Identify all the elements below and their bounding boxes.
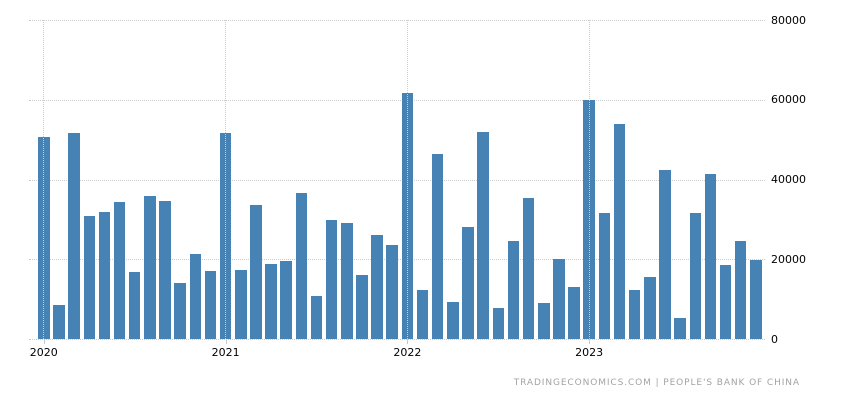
bar-2022-06[interactable]: [477, 132, 489, 339]
bar-2021-06[interactable]: [295, 193, 308, 339]
bar-2021-02[interactable]: [235, 270, 247, 339]
x-tick-2023: [589, 339, 591, 344]
bar-2023-08[interactable]: [689, 213, 701, 339]
bar-2020-07[interactable]: [128, 271, 141, 339]
y-axis-label-40000: 40000: [771, 173, 806, 186]
bar-2023-06[interactable]: [659, 169, 671, 339]
bar-2021-07[interactable]: [310, 296, 323, 339]
bar-2021-04[interactable]: [265, 264, 277, 339]
bar-2020-03[interactable]: [68, 132, 80, 339]
gridline-x-2021: [225, 20, 227, 339]
x-tick-2022: [407, 339, 409, 344]
bar-2023-10[interactable]: [719, 264, 732, 339]
y-axis-label-80000: 80000: [771, 13, 806, 27]
bar-2022-03[interactable]: [431, 153, 444, 339]
source-attribution: TRADINGECONOMICS.COM | PEOPLE'S BANK OF …: [513, 378, 800, 388]
gridline-y-0: [29, 339, 765, 340]
bar-2021-05[interactable]: [280, 261, 292, 339]
bar-2023-02[interactable]: [598, 213, 611, 339]
gridline-x-2023: [588, 20, 590, 339]
bar-2023-11[interactable]: [734, 240, 747, 339]
bar-2020-05[interactable]: [98, 211, 111, 339]
bar-2023-12[interactable]: [750, 260, 762, 339]
bar-2020-10[interactable]: [174, 283, 186, 339]
bar-2021-03[interactable]: [250, 205, 262, 339]
bar-2023-07[interactable]: [674, 317, 686, 339]
bar-2020-02[interactable]: [53, 304, 65, 339]
x-axis-label-2021: 2021: [211, 346, 240, 359]
bar-2022-07[interactable]: [492, 308, 504, 339]
gridline-x-2022: [406, 20, 408, 339]
gridline-y-80000: [29, 20, 765, 21]
bar-2020-09[interactable]: [159, 200, 171, 339]
y-axis-label-20000: 20000: [771, 252, 806, 266]
bar-2020-08[interactable]: [144, 196, 156, 339]
x-axis-label-2020: 2020: [29, 346, 58, 359]
y-axis-label-0: 0: [771, 332, 778, 346]
bar-2023-09[interactable]: [704, 173, 717, 339]
gridline-y-60000: [29, 99, 765, 101]
bar-2020-11[interactable]: [189, 253, 201, 339]
bar-2023-05[interactable]: [644, 276, 656, 339]
bar-2021-12[interactable]: [386, 244, 398, 339]
bar-2020-12[interactable]: [204, 270, 217, 339]
bar-2022-10[interactable]: [538, 302, 550, 339]
gridline-y-40000: [29, 179, 765, 181]
x-tick-2021: [225, 339, 227, 344]
x-tick-2020: [43, 339, 45, 344]
bar-2022-04[interactable]: [447, 301, 459, 339]
y-axis-label-60000: 60000: [771, 93, 806, 107]
x-axis-label-2022: 2022: [393, 346, 422, 359]
bar-2020-04[interactable]: [83, 215, 95, 339]
bar-2022-08[interactable]: [507, 240, 520, 339]
bar-2023-03[interactable]: [613, 124, 626, 339]
bar-2021-10[interactable]: [356, 275, 368, 339]
bar-2022-12[interactable]: [568, 286, 580, 339]
bar-2021-09[interactable]: [341, 223, 353, 339]
bar-2022-02[interactable]: [416, 290, 429, 339]
bar-2022-11[interactable]: [553, 259, 565, 340]
x-axis-label-2023: 2023: [575, 346, 604, 359]
bar-2022-05[interactable]: [462, 226, 474, 339]
bar-2022-09[interactable]: [522, 197, 535, 339]
bar-2021-08[interactable]: [325, 220, 338, 339]
bar-2023-04[interactable]: [628, 289, 641, 339]
bar-2020-06[interactable]: [113, 201, 126, 339]
gridline-x-2020: [43, 20, 45, 339]
bar-2021-11[interactable]: [371, 235, 383, 339]
